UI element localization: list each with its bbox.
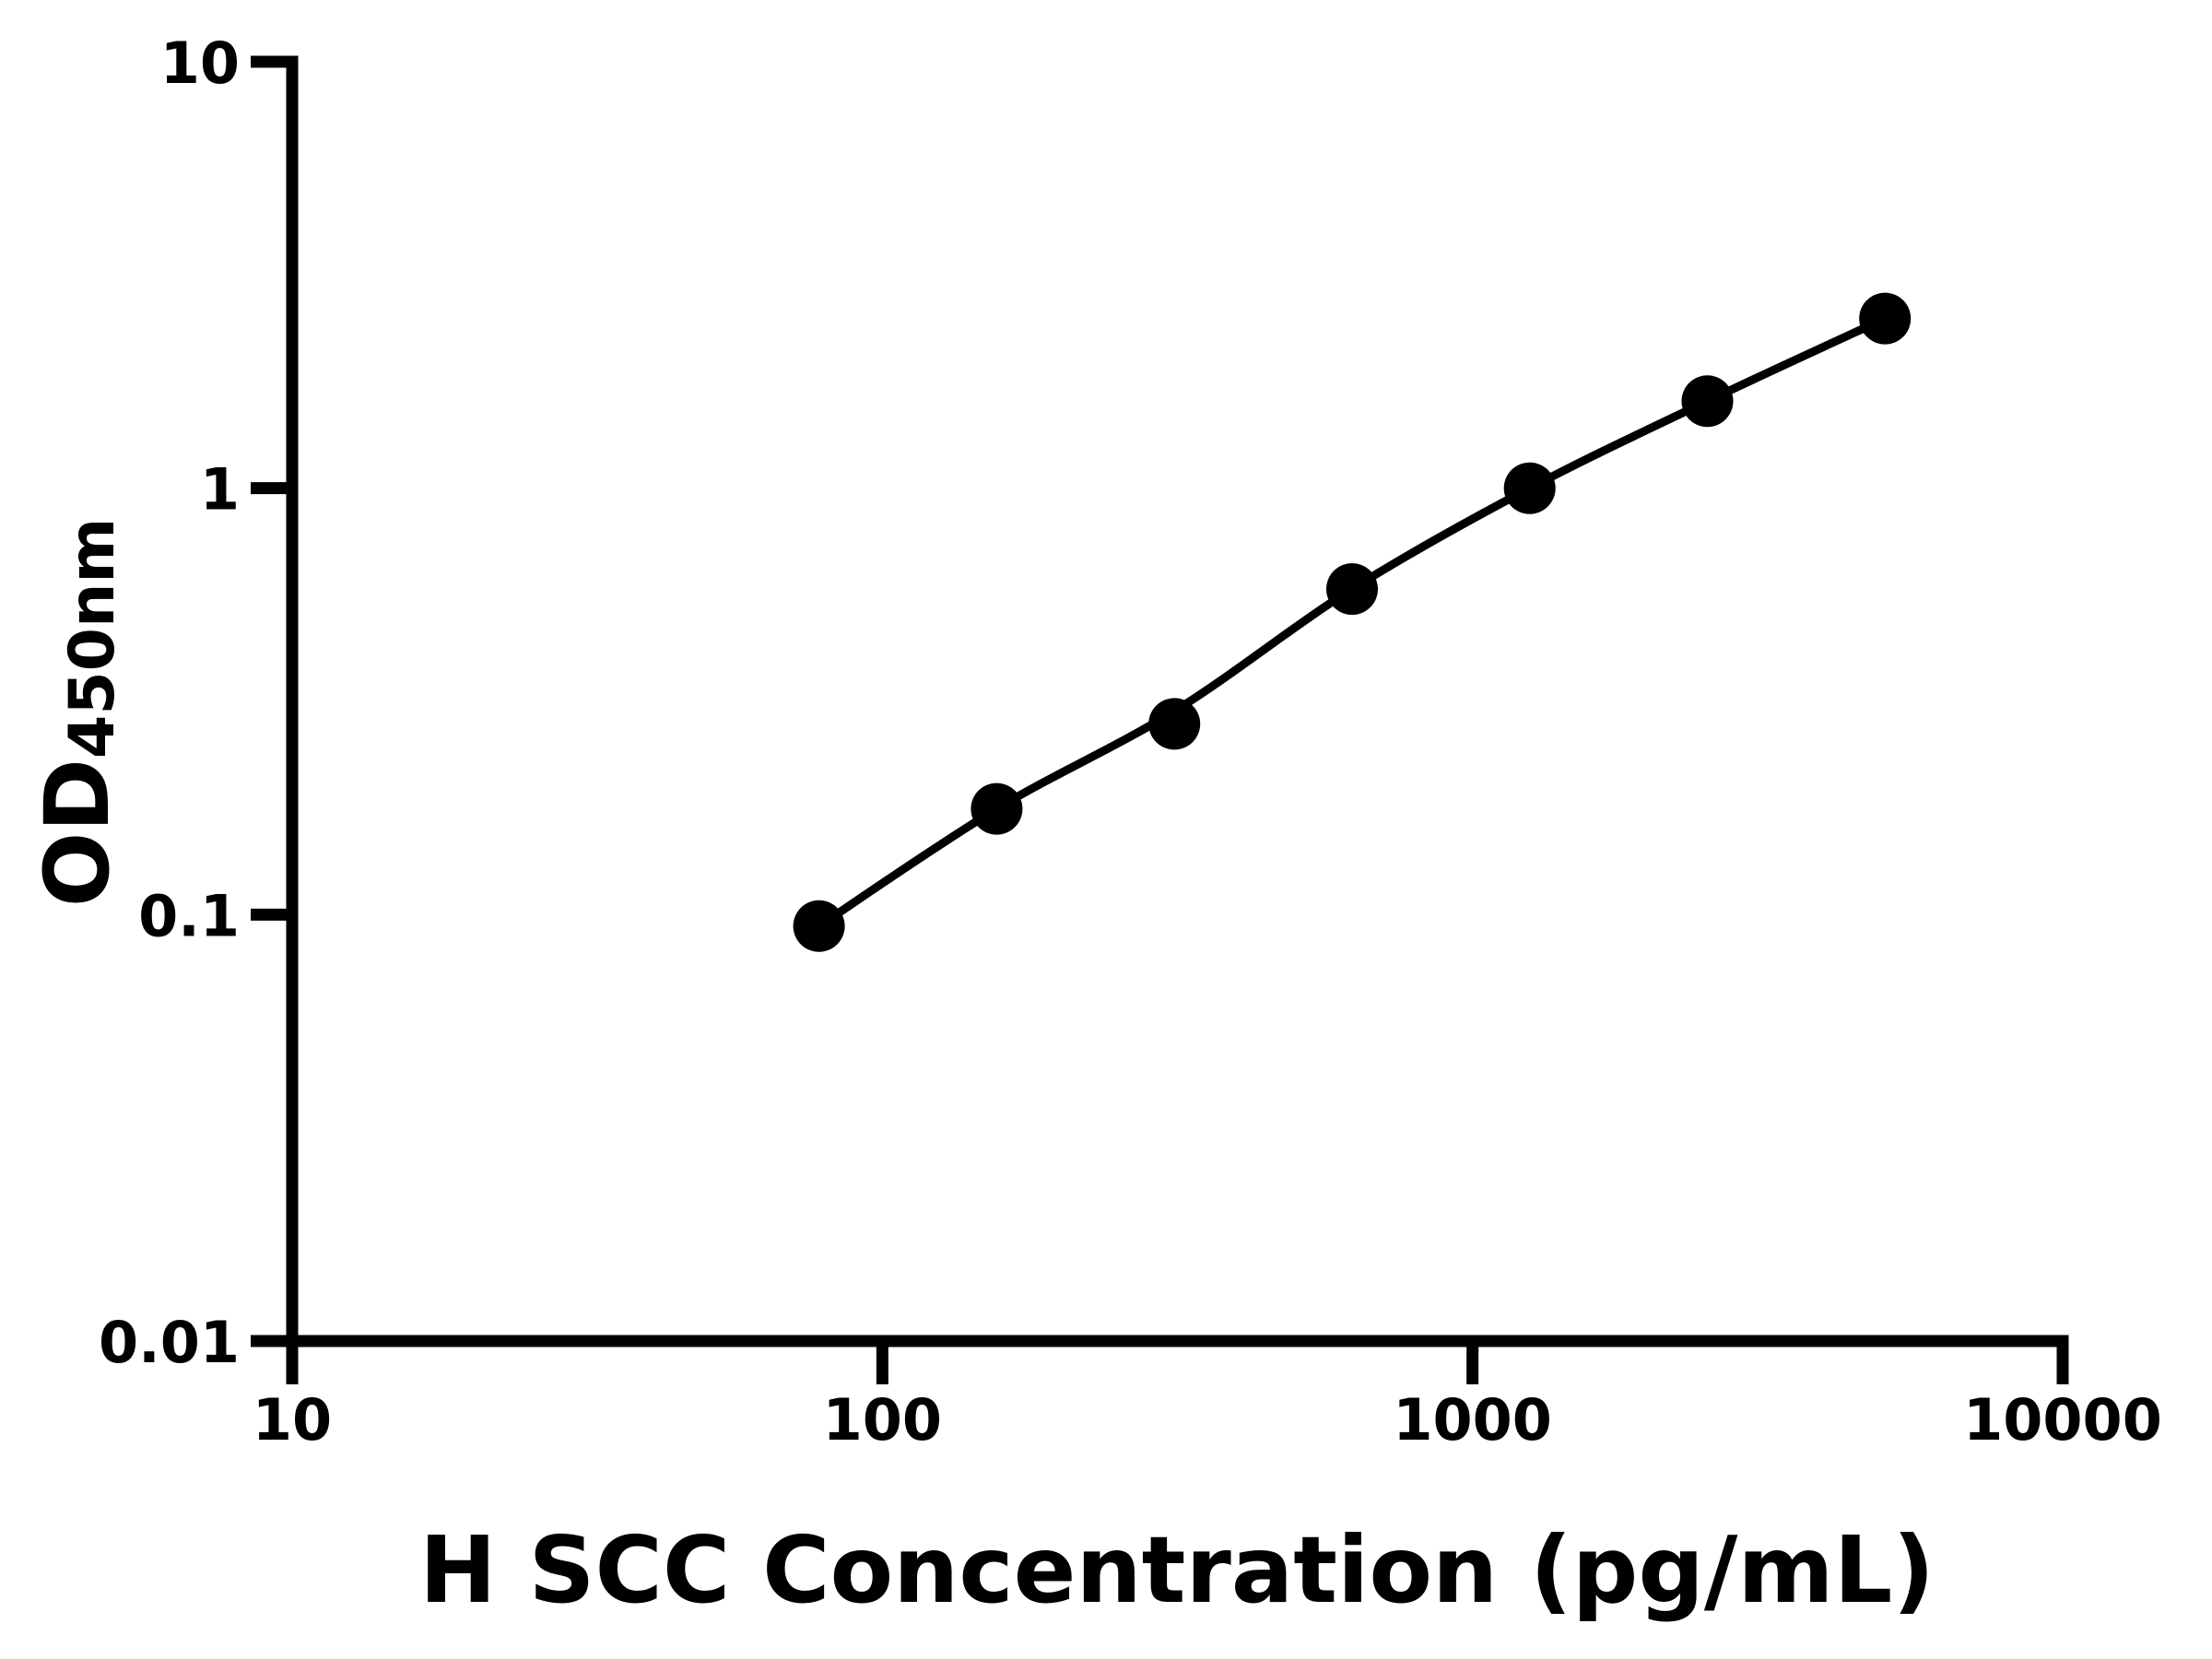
y-axis-title-sub: 450nm (56, 518, 129, 759)
y-tick-label: 0.01 (99, 1309, 240, 1376)
data-point (1681, 375, 1734, 428)
x-tick-label: 1000 (1393, 1386, 1552, 1453)
data-point (1503, 462, 1556, 514)
x-tick-label: 10 (253, 1386, 332, 1453)
y-ticks (251, 55, 292, 1347)
data-point (1326, 563, 1378, 616)
data-point (1148, 698, 1201, 750)
x-tick-label: 100 (823, 1386, 942, 1453)
y-tick-label: 10 (160, 29, 240, 97)
y-axis-title-main: OD (26, 759, 129, 907)
y-tick-label: 0.1 (138, 882, 240, 949)
x-tick-labels: 10 100 1000 10000 (253, 1386, 2162, 1453)
y-tick-labels: 0.01 0.1 1 10 (99, 29, 240, 1376)
data-point (793, 900, 845, 952)
x-ticks (286, 1341, 2069, 1384)
data-series (793, 292, 1912, 952)
y-tick-label: 1 (200, 456, 240, 524)
data-point (1859, 292, 1912, 345)
y-axis-title: OD450nm (26, 518, 129, 908)
x-axis-title: H SCC Concentration (pg/mL) (419, 1516, 1935, 1624)
data-point (971, 782, 1023, 835)
x-tick-label: 10000 (1963, 1386, 2162, 1453)
